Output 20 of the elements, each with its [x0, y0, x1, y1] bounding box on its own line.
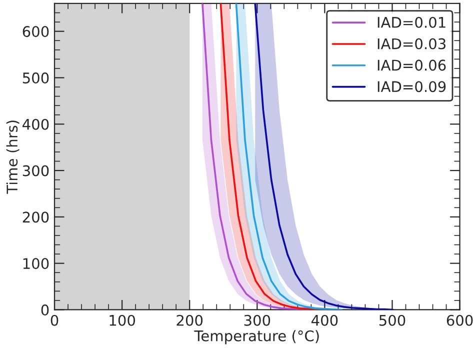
x-tick-label: 200: [176, 314, 203, 326]
y-tick-label: 200: [22, 212, 49, 223]
x-tick-label: 600: [446, 314, 473, 326]
y-tick-label: 400: [22, 118, 49, 130]
legend-label: IAD=0.03: [378, 38, 446, 50]
x-tick-label: 0: [50, 314, 58, 326]
y-axis-title: Time (hrs): [6, 120, 20, 194]
legend-label: IAD=0.09: [378, 81, 446, 92]
x-tick-label: 300: [244, 314, 270, 326]
y-tick-label: 0: [41, 304, 49, 316]
y-tick-label: 500: [22, 72, 49, 84]
x-tick-label: 100: [110, 314, 136, 326]
legend-label: IAD=0.01: [378, 16, 446, 28]
y-tick-label: 600: [22, 26, 49, 38]
legend-label: IAD=0.06: [378, 60, 446, 71]
x-tick-label: 400: [311, 314, 338, 326]
x-tick-label: 500: [379, 314, 406, 326]
x-axis-title: Temperature (°C): [194, 330, 319, 344]
y-tick-label: 300: [22, 165, 49, 176]
y-tick-label: 100: [23, 258, 49, 270]
